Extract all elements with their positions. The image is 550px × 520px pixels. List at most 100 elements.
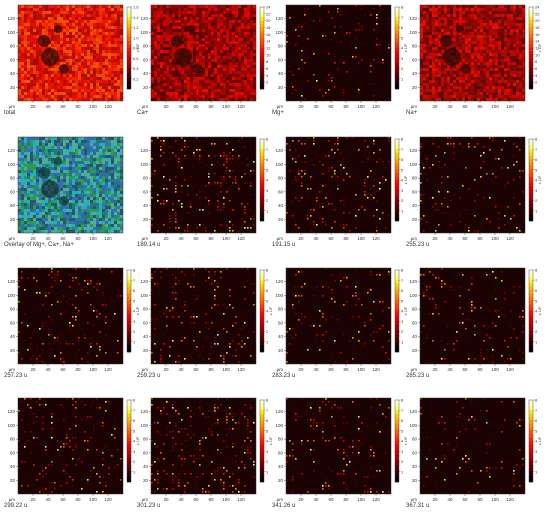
- map-axes: 20 40 60 80 100 120 20 40 60 80 100 120 µm: [7, 16, 112, 109]
- colorbar-tick-label: 1: [401, 469, 404, 474]
- map-background: [286, 5, 391, 101]
- axis-unit-label: µm: [277, 236, 284, 241]
- x-tick-label: 100: [89, 236, 97, 241]
- colorbar-tick-label: 3: [133, 319, 136, 324]
- map-panel: 20 40 60 80 100 120 20 40 60 80 100 120 µm 1 2 3 4 5 6 7 8 x …: [270, 5, 416, 123]
- map-frame: [17, 397, 124, 495]
- colorbar-tick-label: 1.6: [133, 5, 139, 10]
- x-tick-label: 80: [208, 497, 214, 502]
- x-tick-label: 120: [372, 236, 380, 241]
- y-tick-label: 60: [412, 189, 418, 194]
- x-tick-label: 60: [60, 367, 66, 372]
- x-tick-label: 20: [298, 236, 304, 241]
- colorbar-tick-label: 6: [401, 25, 404, 30]
- colorbar-tick-label: 4: [266, 178, 269, 183]
- y-tick-label: 60: [143, 189, 149, 194]
- map-svg: 20 40 60 80 100 120 20 40 60 80 100 120 µm 1 2 3 4 5 6 7 8: [140, 136, 269, 242]
- colorbar-tick-label: 5: [401, 167, 404, 172]
- colorbar-tick-label: 7: [535, 147, 538, 152]
- y-tick-label: 40: [10, 71, 16, 76]
- y-tick-label: 80: [412, 307, 418, 312]
- map-pixels: [420, 137, 524, 232]
- colorbar-tick-label: 4: [266, 439, 269, 444]
- x-tick-label: 60: [193, 367, 199, 372]
- map-frame: [150, 136, 257, 234]
- colorbar-tick-label: 3: [401, 188, 404, 193]
- colorbar-multiplier: x 10¹: [538, 306, 542, 315]
- colorbar-tick-label: 5: [535, 298, 538, 303]
- x-tick-label: 100: [222, 497, 230, 502]
- x-tick-label: 80: [75, 236, 81, 241]
- axis-unit-label: µm: [9, 367, 16, 372]
- x-tick-label: 60: [193, 236, 199, 241]
- colorbar-tick-label: 5: [401, 428, 404, 433]
- colorbar-tick-label: 8: [401, 137, 404, 142]
- x-tick-label: 20: [298, 497, 304, 502]
- map-pixels: [18, 137, 123, 233]
- colorbar-tick-label: 4: [133, 309, 136, 314]
- colorbar-tick-label: 14: [266, 39, 271, 44]
- x-tick-label: 100: [491, 104, 499, 109]
- x-tick-label: 20: [432, 236, 438, 241]
- colorbar-tick-label: 4: [535, 439, 538, 444]
- map-frame: [150, 4, 257, 102]
- y-tick-label: 100: [140, 423, 148, 428]
- colorbar: 1 2 3 4 5 6 7 8 x 10¹: [126, 268, 140, 353]
- map-background: [420, 398, 525, 494]
- x-tick-label: 60: [462, 236, 468, 241]
- y-tick-label: 100: [275, 423, 283, 428]
- colorbar-tick-label: 8: [266, 137, 269, 142]
- x-tick-label: 60: [60, 236, 66, 241]
- colorbar-multiplier: x 10¹: [269, 436, 273, 445]
- x-tick-label: 120: [506, 236, 514, 241]
- colorbar-tick-label: 4: [535, 309, 538, 314]
- y-tick-label: 120: [7, 409, 15, 414]
- colorbar-tick-label: 4: [266, 309, 269, 314]
- y-tick-label: 120: [275, 16, 283, 21]
- x-tick-label: 40: [45, 104, 51, 109]
- map-pixels: [286, 268, 390, 363]
- x-tick-label: 100: [357, 236, 365, 241]
- colorbar-tick-label: 4: [535, 178, 538, 183]
- colorbar-tick-label: 20: [535, 18, 540, 23]
- y-tick-label: 120: [409, 148, 417, 153]
- x-tick-label: 80: [208, 367, 214, 372]
- map-caption: Overlay of Mg+, Ca+, Na+: [4, 242, 74, 248]
- colorbar-tick-label: 7: [401, 278, 404, 283]
- map-pixels: [420, 5, 525, 101]
- y-tick-label: 100: [275, 293, 283, 298]
- colorbar-tick-label: 1: [535, 208, 538, 213]
- x-tick-label: 80: [208, 104, 214, 109]
- y-tick-label: 100: [140, 293, 148, 298]
- colorbar-tick-label: 5: [535, 428, 538, 433]
- colorbar-multiplier: x 10¹: [136, 436, 140, 445]
- map-pixels: [18, 398, 122, 493]
- y-tick-label: 40: [412, 71, 418, 76]
- y-tick-label: 120: [140, 16, 148, 21]
- map-svg: 20 40 60 80 100 120 20 40 60 80 100 120 µm 1 2 3 4 5 6 7 8 x …: [275, 397, 408, 503]
- y-tick-label: 60: [10, 57, 16, 62]
- colorbar: 1 2 3 4 5 6 7 8: [259, 137, 269, 222]
- colorbar-tick-label: 1: [401, 339, 404, 344]
- x-tick-label: 40: [178, 104, 184, 109]
- map-panel: 20 40 60 80 100 120 20 40 60 80 100 120 µm 2 4 6 8 10 12 14…: [135, 5, 281, 123]
- x-tick-label: 120: [237, 367, 245, 372]
- x-tick-label: 20: [163, 367, 169, 372]
- colorbar-tick-label: 20: [266, 18, 271, 23]
- axis-unit-label: µm: [9, 236, 16, 241]
- map-frame: [285, 397, 392, 495]
- map-panel: 20 40 60 80 100 120 20 40 60 80 100 120 µm 1 2 3 4 5 6 7 8: [135, 137, 281, 255]
- y-tick-label: 100: [409, 162, 417, 167]
- map-svg: 20 40 60 80 100 12020406080100120µm2468101214…: [409, 5, 542, 110]
- y-tick-label: 80: [278, 437, 284, 442]
- colorbar-tick-label: 18: [535, 25, 540, 30]
- axis-unit-label: µm: [411, 367, 418, 372]
- x-tick-label: 120: [104, 104, 112, 109]
- y-tick-label: 80: [143, 307, 149, 312]
- colorbar-tick-label: 2: [401, 198, 404, 203]
- x-tick-label: 100: [357, 497, 365, 502]
- y-tick-label: 80: [412, 437, 418, 442]
- colorbar: 1 2 3 4 5 6 7 8 x 10¹: [394, 268, 408, 353]
- map-background: [420, 137, 525, 233]
- y-tick-label: 20: [412, 478, 418, 483]
